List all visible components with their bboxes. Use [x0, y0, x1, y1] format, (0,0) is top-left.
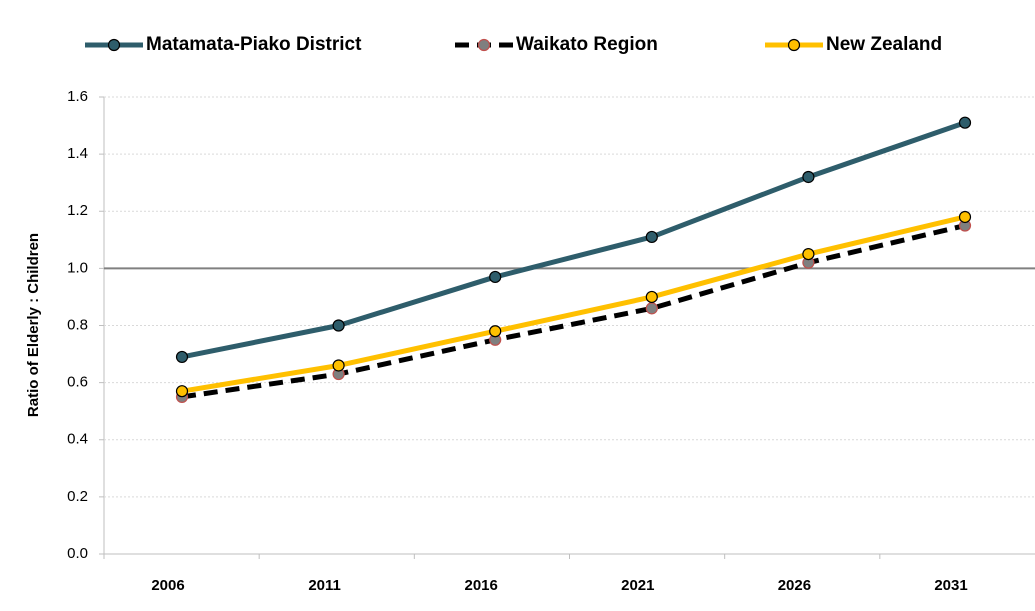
y-tick-label: 1.6 [67, 88, 88, 105]
series-line [181, 120, 966, 360]
y-tick-label: 0.0 [67, 545, 88, 562]
x-tick-label: 2031 [934, 577, 967, 594]
series-line [181, 223, 966, 400]
x-tick-label: 2006 [151, 577, 184, 594]
data-point [489, 325, 502, 338]
x-tick-label: 2021 [621, 577, 654, 594]
x-tick-label: 2011 [308, 577, 341, 594]
data-point [645, 230, 658, 244]
data-point [175, 385, 189, 398]
data-point [489, 270, 502, 284]
y-tick-label: 0.4 [67, 431, 88, 448]
y-tick-label: 1.4 [67, 145, 88, 162]
legend-label: Waikato Region [516, 34, 658, 55]
x-tick-label: 2016 [465, 577, 498, 594]
data-point [175, 350, 189, 364]
y-axis-label: Ratio of Elderly : Children [25, 233, 42, 417]
series-line [181, 214, 966, 394]
y-tick-label: 0.8 [67, 316, 88, 333]
y-tick-label: 0.6 [67, 374, 88, 391]
data-point [645, 290, 658, 304]
data-point [958, 210, 972, 224]
data-point [802, 247, 815, 261]
y-tick-label: 1.2 [67, 202, 88, 219]
x-tick-label: 2026 [778, 577, 811, 594]
data-point [332, 359, 345, 372]
y-tick-label: 0.2 [67, 488, 88, 505]
legend-marker [787, 38, 801, 52]
legend-label: New Zealand [826, 34, 942, 55]
legend-marker [107, 38, 121, 52]
legend-marker [477, 38, 491, 52]
data-point [645, 302, 658, 315]
data-point [802, 170, 815, 184]
y-tick-label: 1.0 [67, 259, 88, 276]
data-point [332, 319, 345, 332]
legend-label: Matamata-Piako District [146, 34, 362, 55]
data-point [958, 116, 972, 129]
